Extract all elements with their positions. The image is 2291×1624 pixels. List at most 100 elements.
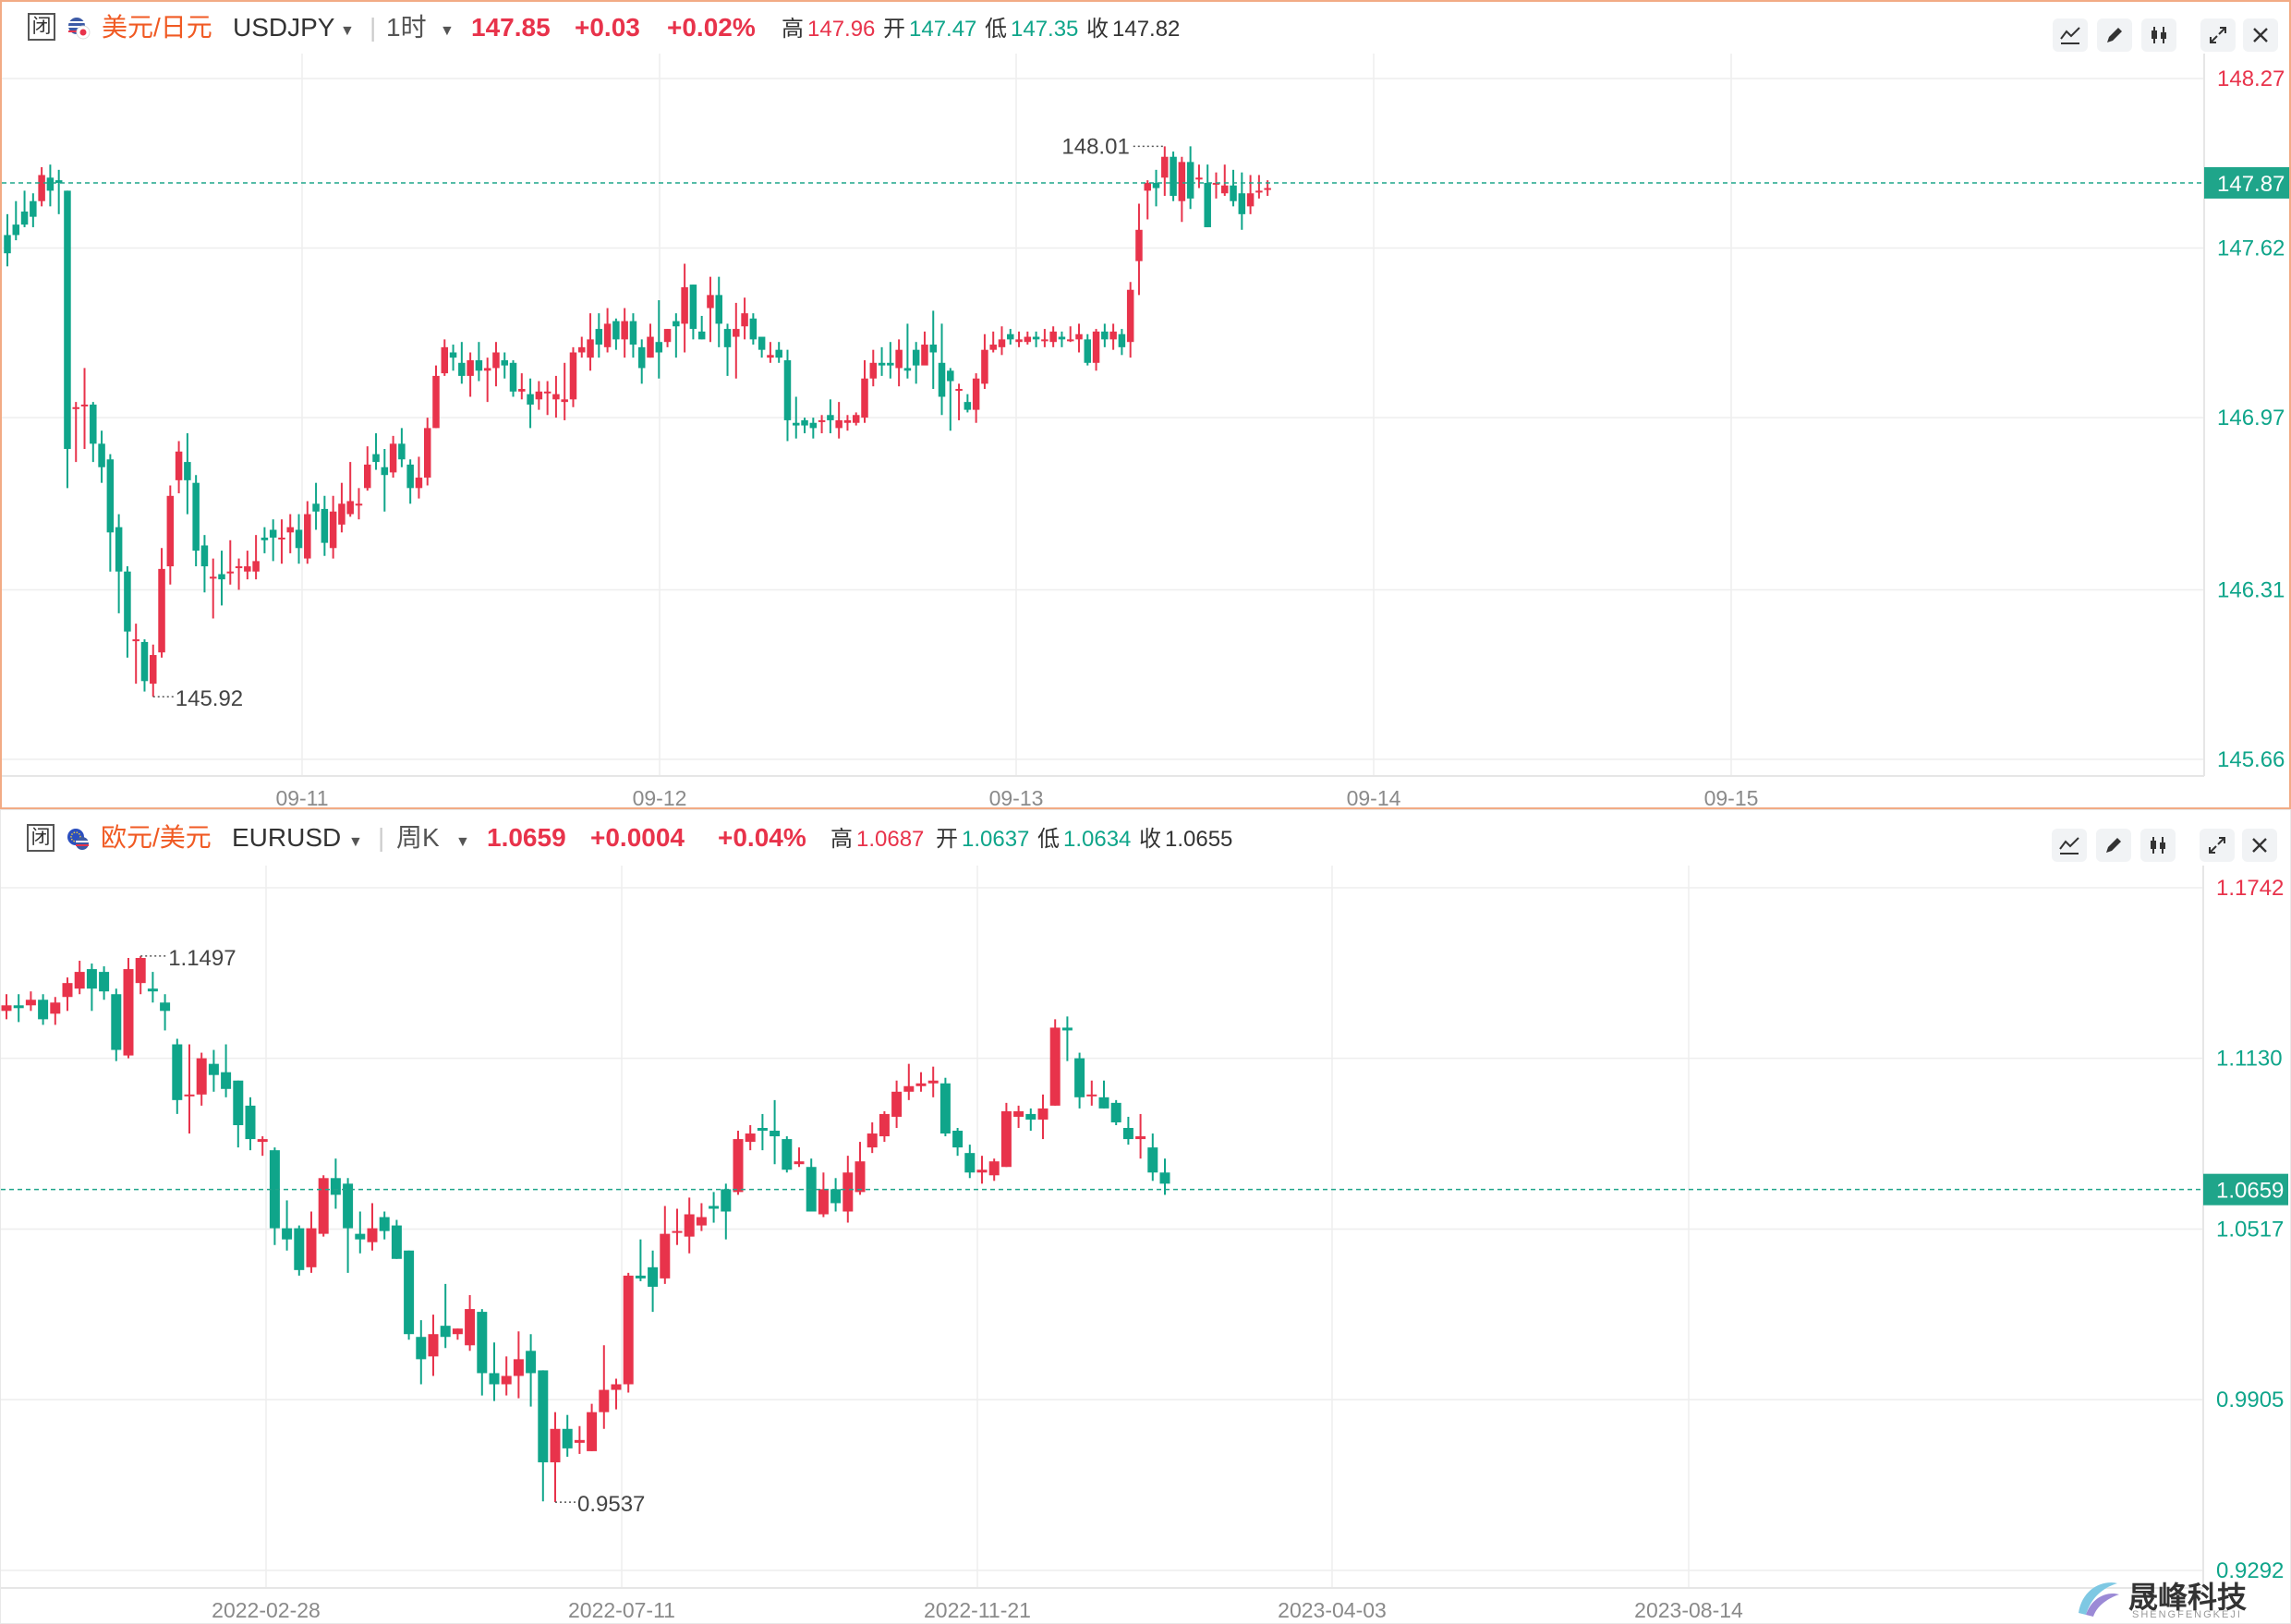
candle xyxy=(398,428,406,467)
candle-body xyxy=(367,1228,378,1242)
candle xyxy=(1204,164,1211,227)
instrument-symbol[interactable]: USDJPY xyxy=(233,13,335,42)
candle xyxy=(518,373,526,400)
candle xyxy=(629,313,637,358)
candle-body xyxy=(465,1309,476,1346)
candle xyxy=(561,362,568,420)
draw-button[interactable] xyxy=(2096,829,2131,862)
candle xyxy=(1144,180,1151,220)
candle xyxy=(869,349,878,387)
candle-body xyxy=(879,1113,890,1137)
chevron-down-icon[interactable]: ▼ xyxy=(440,23,455,39)
candle-body xyxy=(1109,331,1117,340)
candle xyxy=(1161,146,1169,197)
candle xyxy=(1221,164,1229,197)
candle xyxy=(209,558,217,619)
candle-body xyxy=(452,1328,463,1335)
candle xyxy=(489,1342,500,1401)
candle xyxy=(367,1203,378,1251)
candle xyxy=(62,977,73,1012)
candle xyxy=(449,345,457,371)
candle-body xyxy=(1000,1110,1012,1168)
candle-body xyxy=(878,362,886,366)
candle-type-button[interactable] xyxy=(2140,829,2176,862)
candle-body xyxy=(74,972,85,989)
candle-body xyxy=(989,345,997,350)
close-label: 收 xyxy=(1139,827,1161,852)
candle-body xyxy=(818,1189,829,1215)
candle-body xyxy=(1135,1136,1146,1140)
candle-body xyxy=(278,537,285,539)
candle-body xyxy=(1161,156,1169,178)
expand-button[interactable] xyxy=(2200,18,2236,52)
candle-body xyxy=(501,1376,512,1385)
candle-body xyxy=(428,1334,439,1357)
close-button[interactable] xyxy=(2242,829,2277,862)
open-label: 开 xyxy=(936,827,958,852)
candle xyxy=(526,1334,537,1407)
watermark-text: 晟峰科技 xyxy=(2128,1580,2248,1615)
candle xyxy=(818,1172,829,1218)
candle-body xyxy=(64,190,71,449)
instrument-name[interactable]: 美元/日元 xyxy=(102,13,212,42)
candle-body xyxy=(981,349,988,384)
candle xyxy=(329,495,337,559)
draw-button[interactable] xyxy=(2097,18,2132,52)
candle xyxy=(38,167,45,207)
candle xyxy=(80,368,89,449)
indicator-button[interactable] xyxy=(2052,829,2087,862)
interval-selector[interactable]: 周K xyxy=(396,823,440,852)
chevron-down-icon[interactable]: ▼ xyxy=(348,834,363,850)
candle xyxy=(346,462,354,517)
close-button[interactable] xyxy=(2243,18,2278,52)
instrument-symbol[interactable]: EURUSD xyxy=(232,823,342,852)
instrument-name[interactable]: 欧元/美元 xyxy=(101,823,212,852)
x-tick-label: 09-13 xyxy=(989,786,1044,807)
candle-body xyxy=(611,1384,622,1390)
chevron-down-icon[interactable]: ▼ xyxy=(340,23,355,39)
candle-body xyxy=(578,346,586,353)
chevron-down-icon[interactable]: ▼ xyxy=(455,834,470,850)
expand-icon xyxy=(2210,27,2226,43)
candle xyxy=(793,396,800,439)
candle xyxy=(90,402,97,463)
low-value: 1.0634 xyxy=(1063,827,1132,852)
candle-body xyxy=(1238,193,1246,214)
candle-body xyxy=(741,313,748,327)
close-value: 1.0655 xyxy=(1165,827,1233,852)
candle-body xyxy=(998,339,1006,347)
candle-body xyxy=(252,561,260,572)
candle xyxy=(13,994,24,1023)
candle-body xyxy=(952,1131,964,1148)
candle-type-button[interactable] xyxy=(2141,18,2176,52)
candle-body xyxy=(132,639,139,642)
candle xyxy=(1084,333,1092,366)
candle-body xyxy=(46,177,55,191)
candle xyxy=(343,1178,354,1273)
candle-body xyxy=(891,1091,903,1117)
candle xyxy=(903,323,912,379)
candle-body xyxy=(1118,333,1126,347)
usdjpy-candlestick-chart[interactable]: 09-11 09-12 09-13 09-14 09-15 148.27 147.62 146… xyxy=(2,54,2289,807)
candle xyxy=(99,966,110,1000)
watermark-subtext: SHENGFENGKEJI xyxy=(2132,1609,2242,1620)
eurusd-candlestick-chart[interactable]: 2022-02-28 2022-07-11 2022-11-21 2023-04-03… xyxy=(1,866,2290,1623)
candle-body xyxy=(1170,156,1177,197)
high-label: 高 xyxy=(830,827,853,852)
candle xyxy=(269,519,277,562)
candle-body xyxy=(550,1428,561,1462)
candle xyxy=(696,1203,707,1231)
candle-body xyxy=(475,359,483,371)
candle xyxy=(381,448,389,512)
candle xyxy=(1135,203,1143,296)
candle-body xyxy=(1037,1108,1049,1120)
indicator-button[interactable] xyxy=(2053,18,2088,52)
interval-selector[interactable]: 1时 xyxy=(386,13,427,42)
candle-body xyxy=(86,969,97,989)
candle xyxy=(312,482,320,530)
candle-body xyxy=(245,1105,256,1140)
expand-button[interactable] xyxy=(2200,829,2235,862)
candle xyxy=(783,349,792,442)
candle-body xyxy=(947,370,954,382)
candle-body xyxy=(343,1183,354,1229)
